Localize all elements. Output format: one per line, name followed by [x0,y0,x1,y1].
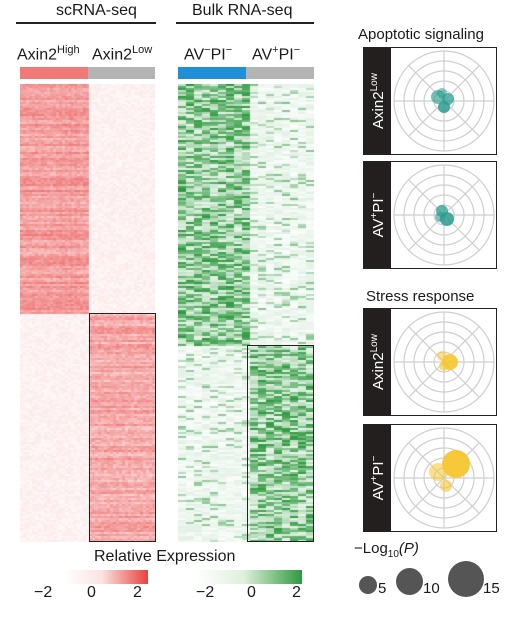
radar-bubble [429,463,447,481]
stress-title: Stress response [366,288,475,305]
legend-title: Relative Expression [94,548,236,565]
size-legend-circle-10 [396,568,423,595]
apoptotic-av-radar [393,164,495,266]
legend-red-gradient [64,570,148,584]
apoptotic-axin2-sidebar: Axin2Low [364,48,391,154]
legend-red-tick-max: 2 [133,584,142,601]
apoptotic-axin2-panel: Axin2Low [363,47,497,155]
stress-av-label: AV+PI− [368,455,387,501]
size-legend-label-5: 5 [378,580,387,597]
radar-bubble [435,212,445,222]
bulk-label-pos: AV+PI− [252,44,301,64]
size-legend-title: −Log10(P) [354,540,419,560]
legend-green-tick-mid: 0 [247,584,256,601]
bulk-heatmap [178,84,314,542]
legend-green-gradient [196,570,302,584]
bulk-title-underline [176,22,314,24]
sc-label-high: Axin2High [17,44,80,64]
apoptotic-av-label: AV+PI− [368,192,387,238]
legend-green-tick-min: −2 [196,584,215,601]
stress-av-sidebar: AV+PI− [364,425,391,531]
radar-bubble [439,361,449,371]
stress-axin2-sidebar: Axin2Low [364,309,391,415]
size-legend-circle-5 [359,576,377,594]
bulk-group-bar-pos [246,67,314,79]
legend-green-tick-max: 2 [292,584,301,601]
sc-group-bar-low [88,67,155,79]
size-legend-label-15: 15 [483,580,500,597]
bulk-highlight-box [247,345,314,542]
apoptotic-axin2-label: Axin2Low [368,73,387,129]
sc-title: scRNA-seq [56,2,137,20]
radar-bubble [438,101,450,113]
sc-title-text: scRNA-seq [56,2,137,19]
stress-axin2-radar [393,311,495,413]
size-legend-label-10: 10 [423,580,440,597]
sc-title-underline [16,22,156,24]
legend-red-tick-mid: 0 [87,584,96,601]
apoptotic-av-panel: AV+PI− [363,161,497,269]
radar-bubble [437,88,447,98]
radar-bubble [437,351,447,361]
legend-red-tick-min: −2 [34,584,53,601]
apoptotic-av-sidebar: AV+PI− [364,162,391,268]
bulk-label-neg: AV−PI− [184,44,233,64]
size-legend-circle-15 [448,561,484,597]
apoptotic-axin2-radar [393,50,495,152]
bulk-group-bar-neg [178,67,246,79]
radar-bubble [442,450,470,478]
stress-av-panel: AV+PI− [363,424,497,532]
sc-highlight-box [89,313,156,542]
stress-av-radar [393,427,495,529]
stress-axin2-panel: Axin2Low [363,308,497,416]
stress-axin2-label: Axin2Low [368,334,387,390]
bulk-title: Bulk RNA-seq [192,2,293,19]
sc-group-bar-high [20,67,88,79]
apoptotic-title: Apoptotic signaling [358,26,484,43]
radar-bubble [440,480,452,492]
sc-label-low: Axin2Low [92,44,153,64]
